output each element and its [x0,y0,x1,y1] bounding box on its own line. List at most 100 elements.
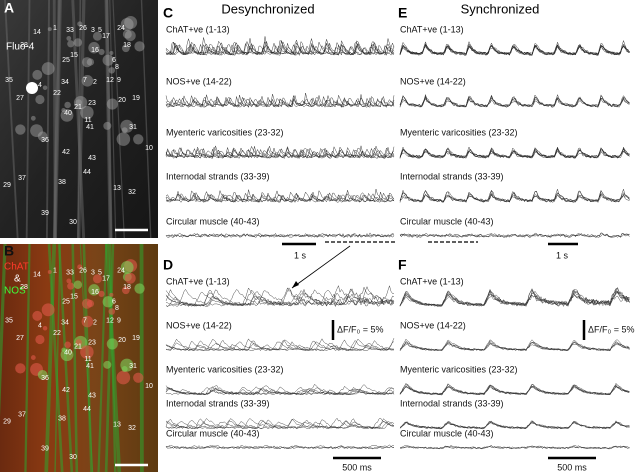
group-label: Circular muscle (40-43) [400,428,494,438]
group-label: Circular muscle (40-43) [166,216,260,226]
cell-label: 15 [70,294,78,301]
cell-label: 27 [16,95,24,102]
cell-label: 30 [69,454,77,461]
cell-label: 23 [88,340,96,347]
trace [165,286,395,307]
fiber [45,0,50,239]
cell-body [30,355,36,360]
cell-label: 27 [16,335,24,342]
cell-body [81,75,94,87]
cell-body [116,132,131,146]
group-label: Myenteric varicosities (23-32) [400,127,518,137]
cell-label: 17 [102,275,110,282]
cell-label: 29 [3,182,11,189]
group-label: Internodal strands (33-39) [400,398,504,408]
group-label: Internodal strands (33-39) [400,171,504,181]
cell-body [121,127,128,134]
time-scale-label: 1 s [294,250,307,260]
group-label: ChAT+ve (1-13) [166,276,230,286]
cell-label: 1 [53,25,57,32]
cell-body [35,94,45,105]
trace [399,420,630,430]
cell-body [64,341,71,349]
cell-label: 16 [91,47,99,54]
cell-label: 28 [20,42,28,49]
cell-label: 20 [118,97,126,104]
cell-label: 35 [5,318,13,325]
cell-body [66,36,72,41]
cell-label: 11 [84,356,91,363]
group-label: Circular muscle (40-43) [166,428,260,438]
cell-body [120,261,134,274]
cell-label: 10 [145,145,153,152]
cell-body [77,264,83,270]
trace [399,192,630,203]
stain-label: & [14,274,21,285]
cell-body [61,107,66,113]
cell-body [30,124,43,138]
cell-label: 5 [98,27,102,34]
cell-label: 9 [117,318,121,325]
stain-label: ChAT [4,262,29,273]
group-label: ChAT+ve (1-13) [166,24,230,34]
cell-label: 18 [123,42,131,49]
group-label: Internodal strands (33-39) [166,171,270,181]
trace [165,92,395,109]
cell-label: 12 [106,318,114,325]
cell-body [47,269,52,274]
fiber [52,0,57,239]
cell-body [80,345,94,359]
cell-body [47,27,52,32]
cell-body [106,98,118,110]
group-label: ChAT+ve (1-13) [400,276,464,286]
cell-body [108,308,116,315]
cell-label: 41 [86,124,94,131]
cell-body [37,131,48,142]
group-label: NOS+ve (14-22) [166,320,232,330]
cell-label: 11 [84,117,91,124]
micrograph-a-texture [4,0,152,239]
fiber [105,0,113,239]
cell-body [37,369,48,380]
trace [165,344,394,352]
cell-body [75,339,82,346]
cell-label: 21 [74,344,82,351]
trace [165,288,395,307]
cell-label: 19 [132,95,140,102]
fiber [4,0,19,239]
cell-label: 19 [132,335,140,342]
cell-label: 36 [41,137,49,144]
trace [165,98,395,108]
cell-body [42,85,48,90]
trace [165,284,395,307]
cell-label: 34 [61,79,69,86]
cell-label: 7 [83,77,87,84]
amplitude-scale-label: ΔF/F₀ = 5% [337,324,384,334]
time-scale-label: 500 ms [342,462,372,472]
fiber [109,0,117,239]
cell-label: 24 [117,268,125,275]
cell-body [102,296,114,308]
cell-body [41,303,55,317]
cell-body [80,105,94,120]
traces [165,36,630,450]
fiber [71,0,86,239]
trace [165,385,395,396]
cell-label: 8 [115,305,119,312]
cell-body [88,42,100,54]
panel-label: B [4,243,14,259]
fiber [44,243,57,473]
trace [165,444,395,450]
group-label: ChAT+ve (1-13) [400,24,464,34]
cell-label: 14 [33,272,41,279]
trace [165,233,395,238]
cell-body [133,134,144,145]
cell-body [121,286,130,295]
cell-label: 23 [88,100,96,107]
cell-label: 4 [38,322,42,329]
cell-label: 3 [91,27,95,34]
trace [399,382,630,395]
cell-label: 33 [66,270,74,277]
panel-label: F [398,257,407,273]
cell-label: 22 [53,90,61,97]
